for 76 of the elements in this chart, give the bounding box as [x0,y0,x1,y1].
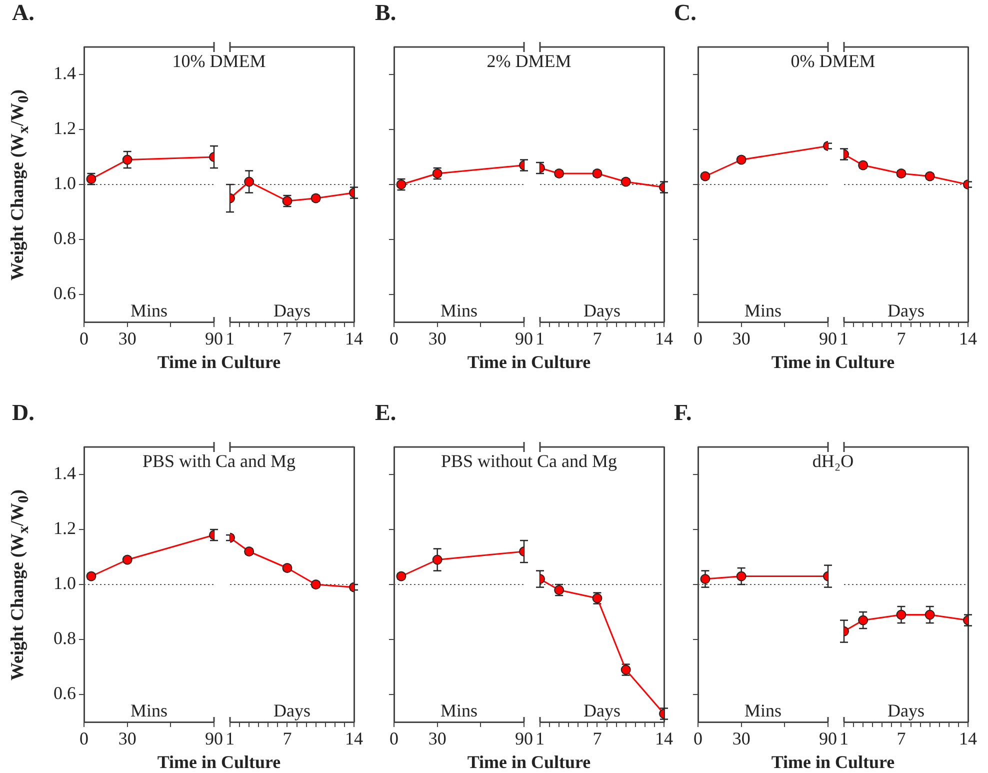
x-tick-label: 7 [282,728,292,749]
x-tick-label: 14 [959,728,977,749]
y-tick-label: 1.4 [54,463,76,484]
x-axis-title: Time in Culture [771,352,895,373]
x-axis-title: Time in Culture [467,752,591,773]
chart-subtitle: PBS without Ca and Mg [440,451,618,472]
x-tick-label: 14 [655,328,673,349]
chart-subtitle: 0% DMEM [790,51,876,72]
x-axis-title: Time in Culture [157,752,281,773]
x-tick-label: 30 [732,328,750,349]
annotation: Mins [440,700,478,721]
x-tick-label: 0 [694,328,702,349]
chart-subtitle: 10% DMEM [172,51,266,72]
y-tick-label: 0.6 [54,683,76,704]
x-tick-label: 90 [515,328,533,349]
x-tick-label: 1 [840,728,848,749]
annotation: Days [888,300,924,321]
x-tick-label: 90 [205,328,223,349]
y-tick-label: 0.8 [54,628,76,648]
annotation: Days [274,700,310,721]
x-axis-title: Time in Culture [157,352,281,373]
y-tick-label: 1.0 [54,173,76,194]
x-tick-label: 30 [732,728,750,749]
x-axis-title: Time in Culture [467,352,591,373]
annotation: Days [584,300,620,321]
x-tick-label: 1 [536,328,544,349]
x-tick-label: 7 [592,328,602,349]
chart-title: C. [674,0,696,26]
x-tick-label: 0 [390,328,398,349]
x-tick-label: 90 [819,328,837,349]
x-tick-label: 30 [118,728,136,749]
x-tick-label: 90 [515,728,533,749]
annotation: Mins [130,300,168,321]
annotation: Mins [744,300,782,321]
chart-subtitle: dH₂O [812,451,854,472]
x-tick-label: 90 [205,728,223,749]
x-tick-label: 0 [80,328,88,349]
annotation: Days [584,700,620,721]
annotation: Days [274,300,310,321]
chart-title: D. [12,400,34,426]
x-tick-label: 14 [345,728,363,749]
x-tick-label: 30 [428,728,446,749]
chart-subtitle: 2% DMEM [486,51,572,72]
x-tick-label: 7 [896,328,906,349]
x-tick-label: 0 [390,728,398,749]
y-tick-label: 1.2 [54,518,76,538]
chart-subtitle: PBS with Ca and Mg [142,451,296,472]
x-tick-label: 1 [226,328,234,349]
y-tick-label: 1.2 [54,118,76,138]
x-tick-label: 90 [819,728,837,749]
x-tick-label: 14 [345,328,363,349]
x-tick-label: 14 [655,728,673,749]
x-axis-title: Time in Culture [771,752,895,773]
x-tick-label: 30 [428,328,446,349]
x-tick-label: 1 [840,328,848,349]
y-tick-label: 1.4 [54,63,76,84]
chart-title: E. [375,400,396,426]
x-tick-label: 7 [896,728,906,749]
x-tick-label: 1 [536,728,544,749]
annotation: Mins [744,700,782,721]
x-tick-label: 7 [282,328,292,349]
chart-title: B. [375,0,396,26]
x-tick-label: 1 [226,728,234,749]
x-tick-label: 7 [592,728,602,749]
y-tick-label: 0.6 [54,283,76,304]
x-tick-label: 30 [118,328,136,349]
y-tick-label: 1.0 [54,573,76,594]
annotation: Mins [130,700,168,721]
chart-title: F. [674,400,692,426]
annotation: Mins [440,300,478,321]
chart-title: A. [12,0,34,26]
x-tick-label: 14 [959,328,977,349]
x-tick-label: 0 [694,728,702,749]
y-tick-label: 0.8 [54,228,76,248]
x-tick-label: 0 [80,728,88,749]
annotation: Days [888,700,924,721]
